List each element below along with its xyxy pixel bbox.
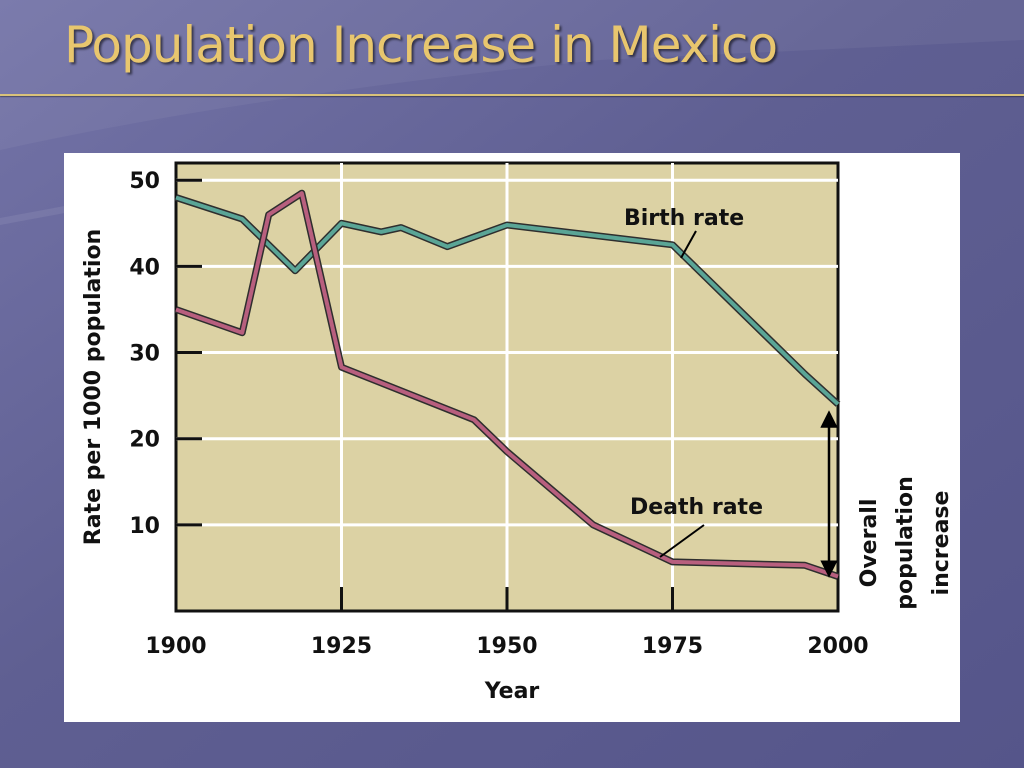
y-tick-label-30: 30 [129, 342, 160, 367]
annotation-line-population: population [893, 476, 918, 610]
slide-title: Population Increase in Mexico [64, 16, 778, 74]
legend-label-death-rate: Death rate [630, 495, 763, 520]
x-tick-label-1900: 1900 [145, 634, 206, 659]
x-tick-label-1925: 1925 [311, 634, 372, 659]
series-layer [174, 189, 841, 580]
y-tick-label-50: 50 [129, 169, 160, 194]
leader-line-birth-rate [680, 230, 697, 259]
tick-marks [176, 178, 674, 611]
y-tick-label-10: 10 [129, 514, 160, 539]
grid-lines [176, 163, 838, 611]
x-tick-label-1975: 1975 [642, 634, 703, 659]
chart-panel: 10 20 30 40 50 1900 1925 1950 1975 2000 Rate per … [64, 153, 960, 722]
legend-label-birth-rate: Birth rate [624, 206, 744, 231]
y-tick-label-40: 40 [129, 255, 160, 280]
annotation-line-overall: Overall [857, 499, 882, 588]
series-line-birth-rate [175, 195, 840, 406]
x-axis-label: Year [484, 679, 540, 704]
y-axis-label: Rate per 1000 population [81, 229, 106, 545]
annotation-line-increase: increase [929, 491, 954, 596]
tick-labels: 10 20 30 40 50 1900 1925 1950 1975 2000 [129, 169, 868, 659]
x-tick-label-2000: 2000 [807, 634, 868, 659]
x-tick-label-1950: 1950 [476, 634, 537, 659]
line-chart: 10 20 30 40 50 1900 1925 1950 1975 2000 Rate per … [81, 161, 954, 704]
leader-line-death-rate [659, 524, 705, 558]
series-line-death-rate [175, 191, 839, 579]
y-tick-label-20: 20 [129, 428, 160, 453]
title-divider [0, 94, 1024, 96]
